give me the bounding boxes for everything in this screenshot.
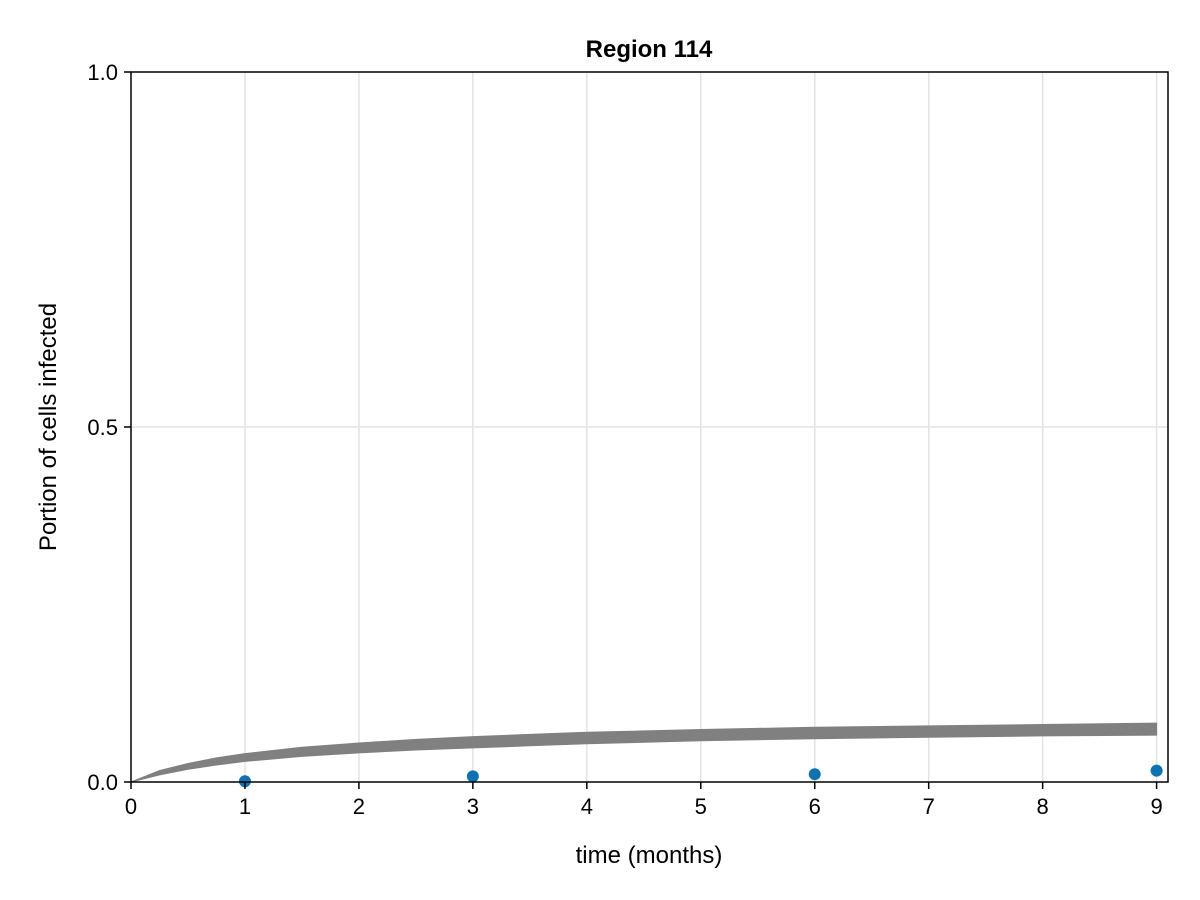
- y-tick-label: 0.0: [87, 770, 118, 795]
- x-tick-label: 6: [809, 794, 821, 819]
- y-axis-label: Portion of cells infected: [35, 303, 62, 551]
- x-tick-label: 0: [125, 794, 137, 819]
- x-tick-label: 7: [923, 794, 935, 819]
- x-tick-label: 3: [467, 794, 479, 819]
- data-point: [808, 768, 821, 781]
- x-tick-label: 1: [239, 794, 251, 819]
- prediction-band: [130, 722, 1158, 783]
- x-tick-label: 9: [1150, 794, 1162, 819]
- x-tick-label: 5: [695, 794, 707, 819]
- x-tick-label: 4: [581, 794, 593, 819]
- y-axis: 0.0 0.5 1.0: [87, 60, 131, 795]
- data-point: [1150, 764, 1163, 777]
- gridlines: [131, 72, 1168, 782]
- x-tick-label: 8: [1037, 794, 1049, 819]
- x-axis-label: time (months): [576, 842, 723, 869]
- y-tick-label: 1.0: [87, 60, 118, 85]
- x-axis: 0 1 2 3 4 5 6 7 8 9: [125, 782, 1163, 819]
- y-tick-label: 0.5: [87, 415, 118, 440]
- points-layer: [238, 764, 1163, 788]
- band-layer: [130, 722, 1158, 783]
- data-point: [466, 770, 479, 783]
- chart-title: Region 114: [586, 36, 713, 63]
- x-tick-label: 2: [353, 794, 365, 819]
